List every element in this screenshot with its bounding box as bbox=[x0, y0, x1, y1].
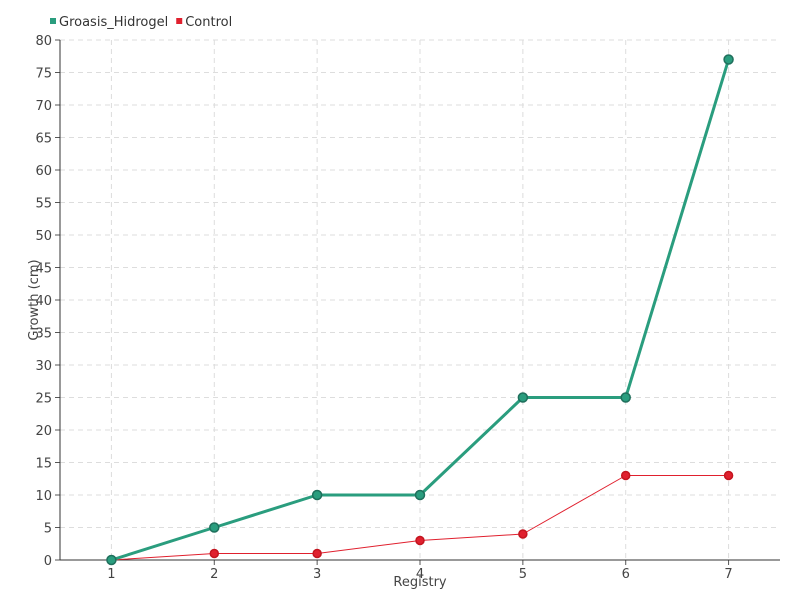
y-tick-label: 15 bbox=[35, 457, 52, 472]
y-tick-label: 45 bbox=[35, 262, 52, 277]
data-point bbox=[518, 529, 528, 539]
legend-label: Control bbox=[185, 15, 232, 30]
x-tick-label: 5 bbox=[519, 567, 527, 582]
y-tick-label: 70 bbox=[35, 99, 52, 114]
legend-item[interactable]: Groasis_Hidrogel bbox=[50, 15, 168, 30]
data-point bbox=[106, 554, 117, 566]
series-groasis-hidrogel bbox=[106, 54, 734, 566]
data-point bbox=[414, 489, 426, 501]
legend-label: Groasis_Hidrogel bbox=[59, 15, 168, 30]
y-tick-label: 65 bbox=[35, 132, 52, 147]
y-tick-label: 25 bbox=[35, 392, 52, 407]
x-tick-label: 4 bbox=[416, 567, 424, 582]
data-point bbox=[415, 535, 425, 546]
y-tick-label: 50 bbox=[35, 229, 52, 244]
x-tick-label: 7 bbox=[724, 567, 732, 582]
x-tick-label: 1 bbox=[107, 567, 115, 582]
y-tick-label: 55 bbox=[35, 197, 52, 212]
grid-lines bbox=[60, 39, 780, 560]
legend[interactable]: Groasis_Hidrogel Control bbox=[50, 15, 232, 30]
axes bbox=[55, 39, 780, 565]
data-point bbox=[517, 392, 529, 403]
series bbox=[106, 54, 734, 566]
y-tick-label: 40 bbox=[35, 294, 52, 309]
legend-swatch bbox=[176, 18, 183, 24]
x-axis-title: Registry bbox=[393, 575, 447, 590]
y-tick-label: 10 bbox=[35, 489, 52, 504]
y-tick-label: 0 bbox=[44, 554, 52, 569]
y-tick-label: 30 bbox=[35, 359, 52, 374]
legend-item[interactable]: Control bbox=[176, 15, 232, 30]
x-tick-labels: 1 2 3 4 5 6 7 bbox=[107, 567, 732, 582]
y-tick-label: 80 bbox=[35, 34, 52, 49]
x-tick-label: 2 bbox=[210, 567, 218, 582]
x-tick-label: 6 bbox=[622, 567, 630, 582]
x-tick-label: 3 bbox=[313, 567, 321, 582]
y-tick-label: 35 bbox=[35, 327, 52, 342]
data-point bbox=[209, 548, 220, 559]
data-point bbox=[209, 522, 220, 533]
y-tick-labels: 0 5 10 15 20 25 30 35 40 45 50 55 60 65 70 75 80 bbox=[35, 34, 52, 569]
data-point bbox=[723, 470, 734, 481]
y-tick-label: 60 bbox=[35, 164, 52, 179]
y-tick-label: 75 bbox=[35, 67, 52, 82]
data-point bbox=[312, 548, 322, 559]
y-axis-title: Growth (cm) bbox=[27, 259, 42, 340]
y-tick-label: 5 bbox=[44, 522, 52, 537]
data-point bbox=[723, 54, 734, 65]
data-point bbox=[311, 489, 323, 501]
data-point bbox=[620, 470, 631, 481]
y-tick-label: 20 bbox=[35, 424, 52, 439]
legend-swatch bbox=[50, 18, 56, 24]
data-point bbox=[620, 392, 631, 403]
